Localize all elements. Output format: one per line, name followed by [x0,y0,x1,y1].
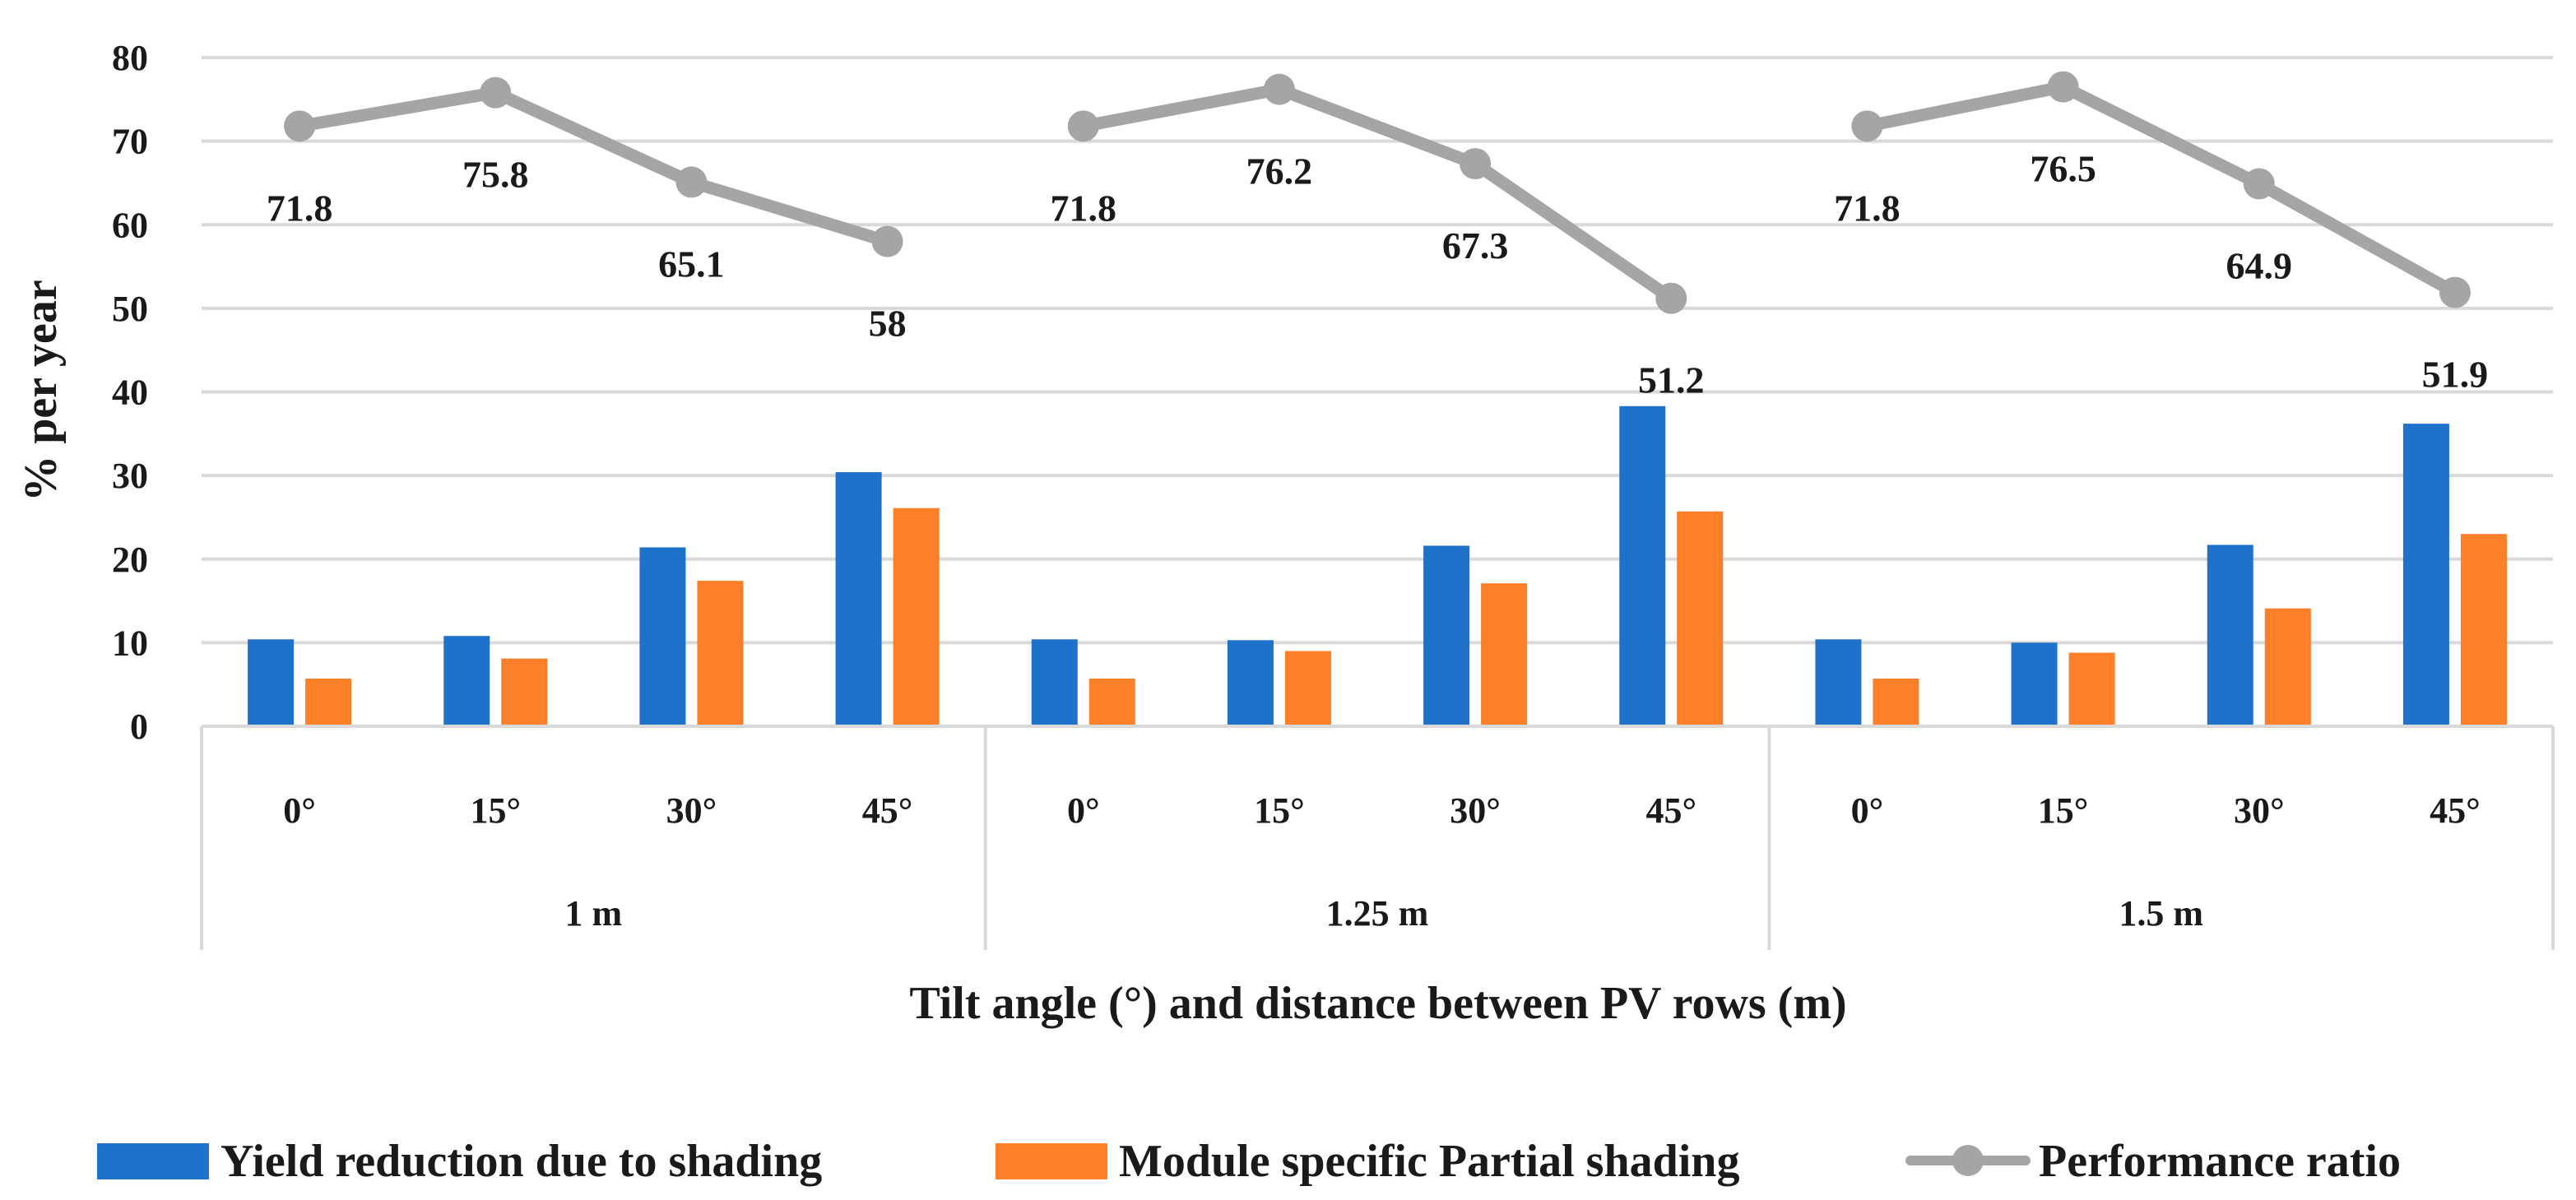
performance-ratio-marker [2439,276,2471,308]
bar-yield-reduction [2402,424,2449,726]
performance-ratio-segment [293,86,894,248]
legend-item-partial-shading: Module specific Partial shading [996,1136,1739,1187]
performance-ratio-label: 65.1 [658,243,725,285]
bar-partial-shading [893,507,940,726]
legend-item-yield-reduction: Yield reduction due to shading [97,1136,822,1187]
bar-partial-shading [501,658,548,726]
category-label: 30° [2234,790,2285,831]
performance-ratio-label: 67.3 [1442,225,1509,266]
bar-yield-reduction [1423,545,1470,726]
performance-ratio-label: 51.9 [2422,354,2489,396]
category-label: 45° [862,790,913,831]
bar-partial-shading [2068,652,2115,726]
legend-label-yield-reduction: Yield reduction due to shading [220,1136,822,1187]
y-tick-label: 20 [112,540,148,580]
performance-ratio-label: 75.8 [462,154,529,196]
category-label: 30° [666,790,717,831]
performance-ratio-label: 64.9 [2226,244,2293,286]
bar-yield-reduction [1031,639,1078,726]
y-tick-label: 70 [112,122,148,162]
y-tick-label: 40 [112,373,148,413]
bar-partial-shading [2264,608,2311,726]
category-label: 15° [2038,790,2089,831]
performance-ratio-label: 76.5 [2030,148,2096,190]
performance-ratio-marker [871,225,903,257]
performance-ratio-label: 71.8 [1834,187,1901,229]
legend-label-partial-shading: Module specific Partial shading [1119,1136,1739,1187]
group-label: 1.5 m [2119,893,2203,934]
group-label: 1.25 m [1326,893,1429,934]
performance-ratio-marker [675,166,708,198]
category-label: 15° [470,790,521,831]
performance-ratio-marker [1851,110,1883,142]
performance-ratio-marker [1067,110,1099,142]
performance-ratio-marker [284,110,316,142]
bar-partial-shading [1088,679,1135,726]
performance-ratio-marker [480,76,512,109]
bar-yield-reduction [2207,544,2253,726]
category-label: 15° [1254,790,1305,831]
bar-partial-shading [1677,511,1724,726]
category-label: 45° [2430,790,2481,831]
bar-partial-shading [1873,679,1919,726]
bar-partial-shading [1284,651,1331,726]
bar-yield-reduction [1815,639,1862,726]
legend-label-performance-ratio: Performance ratio [2039,1136,2401,1187]
category-label: 0° [1851,790,1884,831]
bar-partial-shading [1481,583,1528,726]
category-axis: 0° 15° 30° 45° 0° 15° 30° 45° 0° 15° 30° 45° 1 m 1.25… [200,725,2555,950]
group-label: 1 m [565,893,623,934]
y-axis-ticks: 0 10 20 30 40 50 60 70 80 [112,38,148,747]
performance-ratio-label: 71.8 [267,187,333,229]
bar-partial-shading [697,581,744,726]
performance-ratio-marker [1263,73,1295,105]
x-axis-title: Tilt angle (°) and distance between PV r… [909,978,1846,1029]
performance-ratio-label: 51.2 [1638,359,1705,401]
legend-item-performance-ratio: Performance ratio [1905,1136,2401,1187]
category-label: 0° [283,790,316,831]
y-tick-label: 30 [112,456,148,496]
category-label: 30° [1450,790,1501,831]
bar-yield-reduction [248,639,295,726]
y-axis-title: % per year [16,280,67,502]
y-tick-label: 80 [112,38,148,78]
bar-yield-reduction [1619,405,1666,726]
performance-ratio-segment [1077,83,1678,305]
performance-ratio-line [284,71,2471,314]
performance-ratio-marker [2243,168,2275,200]
performance-ratio-marker [2047,71,2079,103]
category-label: 45° [1645,790,1696,831]
performance-ratio-marker [1655,282,1687,314]
y-tick-label: 10 [112,623,148,663]
y-tick-label: 50 [112,289,148,329]
bar-yield-reduction [1227,640,1274,726]
performance-ratio-label: 76.2 [1246,151,1313,192]
bar-yield-reduction [835,472,882,726]
bar-partial-shading [2460,534,2507,726]
bars [248,405,2507,726]
performance-ratio-label: 58 [869,303,907,345]
bar-yield-reduction [2011,642,2058,726]
gridlines [202,56,2553,645]
legend: Yield reduction due to shading Module sp… [97,1136,2401,1187]
performance-ratio-segment [1860,81,2462,299]
performance-ratio-marker [1460,148,1492,180]
y-tick-label: 60 [112,205,148,245]
legend-swatch-partial-shading [996,1143,1107,1179]
y-tick-label: 0 [130,707,148,747]
legend-marker-performance-ratio [1952,1145,1984,1176]
bar-partial-shading [305,679,352,726]
bar-yield-reduction [639,547,686,726]
legend-swatch-yield-reduction [97,1143,209,1179]
performance-ratio-label: 71.8 [1051,187,1117,229]
bar-yield-reduction [443,636,490,726]
data-labels: 71.8 75.8 65.1 58 71.8 76.2 67.3 51.2 71.8 76.5 64… [267,148,2488,401]
category-label: 0° [1067,790,1100,831]
